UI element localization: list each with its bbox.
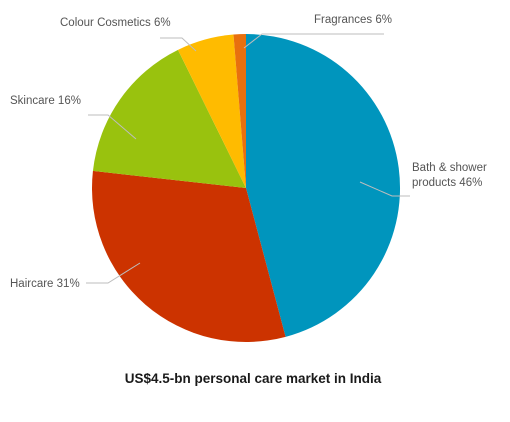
slice-label-line: Bath & shower (412, 162, 487, 174)
leader-lines (86, 33, 410, 284)
slice-label-line: Fragrances 6% (314, 14, 392, 26)
slice-label-line: products 46% (412, 177, 482, 189)
slice-labels: Bath & shower products 46% Haircare 31% Ski… (10, 14, 487, 290)
slice-label-colour-cosmetics: Colour Cosmetics 6% (60, 17, 171, 29)
pie-slice-bath-and-shower-products (246, 34, 401, 337)
leader-line-fragrances (243, 33, 384, 49)
leader-line-skincare (88, 114, 137, 140)
slice-label-bath-and-shower-products: Bath & shower products 46% (412, 162, 487, 189)
leader-line-bath-and-shower-products (359, 181, 410, 197)
pie-slice-fragrances (233, 33, 246, 188)
pie-slices (91, 33, 401, 343)
pie-slice-colour-cosmetics (178, 34, 246, 189)
slice-label-fragrances: Fragrances 6% (314, 14, 392, 26)
slice-label-skincare: Skincare 16% (10, 95, 81, 107)
leader-line-colour-cosmetics (160, 37, 197, 52)
chart-title: US$4.5-bn personal care market in India (125, 371, 382, 386)
slice-label-line: Colour Cosmetics 6% (60, 17, 171, 29)
slice-label-line: Haircare 31% (10, 278, 80, 290)
slice-label-haircare: Haircare 31% (10, 278, 80, 290)
leader-line-haircare (86, 262, 141, 284)
pie-slice-skincare (92, 49, 246, 188)
slice-label-line: Skincare 16% (10, 95, 81, 107)
pie-slice-haircare (91, 170, 286, 343)
